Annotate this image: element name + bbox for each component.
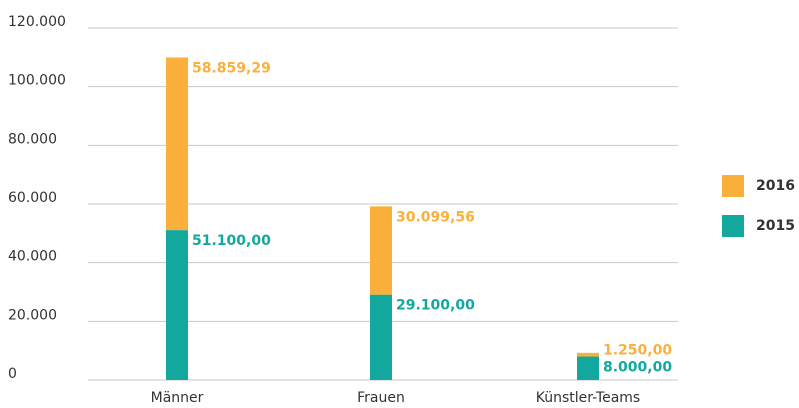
bar-segment xyxy=(370,206,392,295)
value-label: 8.000,00 xyxy=(603,360,672,376)
y-tick-label: 0 xyxy=(8,366,17,382)
bar-segment xyxy=(577,352,599,357)
y-tick-label: 60.000 xyxy=(8,190,57,206)
x-tick-label: Frauen xyxy=(357,390,405,406)
x-tick-label: Männer xyxy=(151,390,204,406)
value-label: 1.250,00 xyxy=(603,343,672,359)
value-label: 58.859,29 xyxy=(192,60,271,76)
y-tick-label: 40.000 xyxy=(8,249,57,265)
bar-segment xyxy=(577,356,599,380)
value-label: 51.100,00 xyxy=(192,233,271,249)
legend-swatch xyxy=(722,175,744,197)
value-label: 29.100,00 xyxy=(396,298,475,314)
legend-swatch xyxy=(722,215,744,237)
bar-segment xyxy=(166,57,188,231)
x-tick-label: Künstler-Teams xyxy=(536,390,640,406)
y-tick-label: 20.000 xyxy=(8,307,57,323)
bar-segment xyxy=(370,294,392,380)
legend-label: 2016 xyxy=(756,178,795,194)
y-tick-label: 100.000 xyxy=(8,73,66,89)
value-label: 30.099,56 xyxy=(396,209,475,225)
y-tick-label: 80.000 xyxy=(8,131,57,147)
bar-segment xyxy=(166,230,188,380)
y-tick-label: 120.000 xyxy=(8,14,66,30)
legend-label: 2015 xyxy=(756,218,795,234)
